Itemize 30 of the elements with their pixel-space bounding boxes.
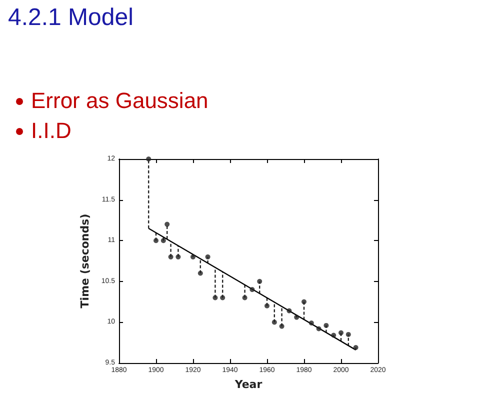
point (242, 295, 248, 300)
chart-title: 4.2.1 Model (8, 4, 134, 32)
y-axis-title: Time (seconds) (78, 214, 92, 308)
point (190, 254, 196, 260)
x-axis-title: Year (234, 378, 263, 391)
point (346, 332, 351, 337)
point (220, 295, 226, 300)
point (302, 299, 306, 304)
point (353, 344, 358, 350)
point (338, 330, 344, 336)
point (212, 295, 218, 300)
point (308, 320, 314, 326)
point (198, 270, 203, 276)
point (294, 314, 300, 320)
point (264, 303, 270, 308)
point (316, 326, 322, 332)
point (257, 278, 262, 284)
text: Error as Gaussian (31, 87, 208, 115)
point (279, 324, 284, 329)
point (154, 238, 158, 244)
point (160, 238, 166, 244)
point (176, 254, 181, 260)
point (205, 254, 210, 260)
point (164, 222, 170, 227)
point (324, 322, 329, 328)
text: I.I.D (31, 117, 72, 145)
point (272, 320, 277, 325)
point (168, 254, 174, 260)
point (146, 156, 152, 162)
point (331, 332, 336, 338)
